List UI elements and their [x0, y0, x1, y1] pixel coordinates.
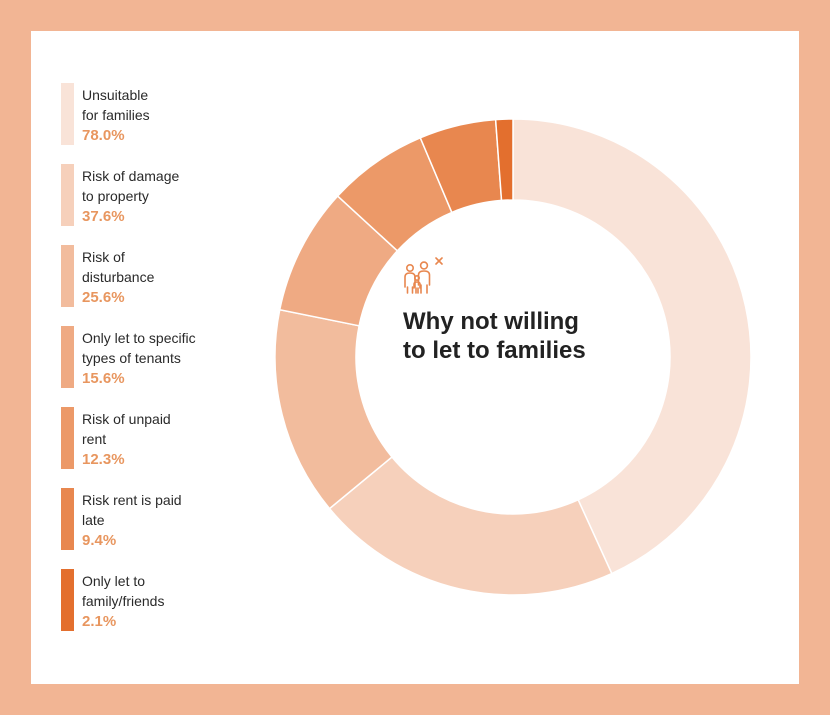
legend-item: Only let to family/friends 2.1%	[61, 569, 261, 631]
donut-slice	[494, 118, 514, 202]
legend-value: 2.1%	[82, 613, 117, 630]
legend-label-line: types of tenants	[82, 350, 181, 366]
legend-item: Risk of damage to property 37.6%	[61, 164, 261, 226]
legend-label: Risk of unpaid rent	[82, 409, 242, 449]
legend-value: 78.0%	[82, 127, 125, 144]
legend-value: 15.6%	[82, 370, 125, 387]
donut-slice	[328, 455, 613, 596]
legend-label-line: Only let to	[82, 573, 146, 589]
legend-value: 12.3%	[82, 451, 125, 468]
legend-item: Only let to specific types of tenants 15.6…	[61, 326, 261, 388]
donut-center: Why not willing to let to families	[403, 257, 593, 365]
legend-label-line: rent	[82, 431, 107, 447]
legend-label: Only let to specific types of tenants	[82, 328, 242, 368]
donut-slice	[512, 118, 752, 575]
family-cross-icon	[404, 257, 443, 294]
legend-swatch	[61, 407, 74, 469]
legend-swatch	[61, 569, 74, 631]
legend-value: 25.6%	[82, 289, 125, 306]
legend-label-line: family/friends	[82, 593, 165, 609]
legend-swatch	[61, 164, 74, 226]
legend-label-line: Risk of	[82, 249, 125, 265]
legend-label-line: Unsuitable	[82, 87, 149, 103]
legend-item: Risk rent is paid late 9.4%	[61, 488, 261, 550]
legend-label: Unsuitable for families	[82, 85, 242, 125]
legend-value: 37.6%	[82, 208, 125, 225]
legend-item: Unsuitable for families 78.0%	[61, 83, 261, 145]
legend-value: 9.4%	[82, 532, 117, 549]
legend-swatch	[61, 245, 74, 307]
legend-label: Risk of disturbance	[82, 247, 242, 287]
legend-label-line: Risk of unpaid	[82, 411, 171, 427]
legend-swatch	[61, 488, 74, 550]
legend-label-line: disturbance	[82, 269, 155, 285]
legend-swatch	[61, 326, 74, 388]
legend-label-line: for families	[82, 107, 150, 123]
legend-label-line: to property	[82, 188, 149, 204]
legend-label-line: Risk of damage	[82, 168, 180, 184]
legend-label-line: late	[82, 512, 105, 528]
legend-label: Risk rent is paid late	[82, 490, 242, 530]
legend-item: Risk of disturbance 25.6%	[61, 245, 261, 307]
chart-title: Why not willing to let to families	[403, 308, 586, 364]
legend-swatch	[61, 83, 74, 145]
legend-item: Risk of unpaid rent 12.3%	[61, 407, 261, 469]
legend-label: Only let to family/friends	[82, 571, 242, 611]
legend-label: Risk of damage to property	[82, 166, 242, 206]
legend-label-line: Risk rent is paid	[82, 492, 182, 508]
legend-label-line: Only let to specific	[82, 330, 196, 346]
